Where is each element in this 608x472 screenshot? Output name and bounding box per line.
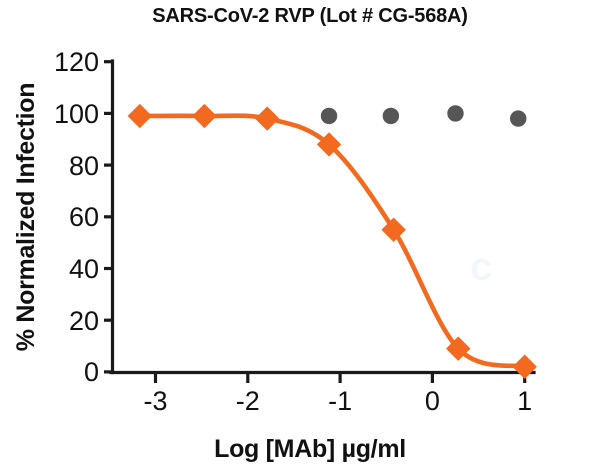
y-tick-label: 20 (69, 306, 99, 336)
x-axis-tick-labels: -3 -2 -1 0 1 (143, 386, 532, 416)
x-tick-label: -1 (328, 386, 352, 416)
y-tick-label: 80 (69, 151, 99, 181)
y-axis-ticks (104, 60, 112, 374)
data-point-marker (510, 110, 527, 127)
data-point-marker (382, 107, 400, 125)
x-tick-label: -3 (143, 386, 167, 416)
data-point-marker (512, 354, 537, 379)
data-series-layer (127, 103, 537, 379)
data-point-marker (381, 217, 406, 242)
y-tick-label: 120 (54, 47, 99, 77)
y-axis-tick-labels: 120 100 80 60 40 20 0 (54, 47, 99, 387)
data-point-marker (446, 336, 471, 361)
y-tick-label: 60 (69, 202, 99, 232)
chart-title: SARS-CoV-2 RVP (Lot # CG-568A) (152, 5, 468, 27)
x-tick-label: -2 (236, 386, 260, 416)
data-point-marker (192, 103, 217, 128)
data-point-marker (255, 106, 280, 131)
data-point-marker (447, 105, 464, 122)
y-tick-label: 100 (54, 99, 99, 129)
x-axis-ticks (153, 373, 527, 383)
data-point-marker (320, 107, 338, 125)
y-tick-label: 40 (69, 254, 99, 284)
background-watermark: c (470, 245, 492, 289)
data-point-marker (317, 132, 342, 157)
data-point-marker (127, 103, 152, 128)
x-axis-title: Log [MAb] µg/ml (214, 435, 406, 463)
y-tick-label: 0 (84, 357, 99, 387)
x-tick-label: 1 (517, 386, 532, 416)
y-axis-title: % Normalized Infection (12, 83, 40, 351)
x-tick-label: 0 (425, 386, 440, 416)
